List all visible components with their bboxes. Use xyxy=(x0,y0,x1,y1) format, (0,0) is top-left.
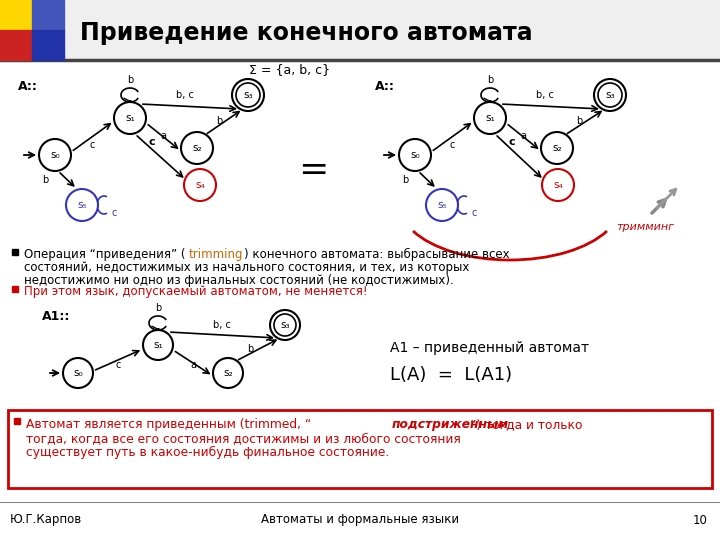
Circle shape xyxy=(66,189,98,221)
Text: s₁: s₁ xyxy=(485,113,495,123)
Circle shape xyxy=(542,169,574,201)
Text: b: b xyxy=(42,175,48,185)
Bar xyxy=(32,0,64,30)
Text: a: a xyxy=(190,360,196,370)
Text: Автомат является приведенным (trimmed, “: Автомат является приведенным (trimmed, “ xyxy=(26,418,311,431)
Text: s₃: s₃ xyxy=(606,90,615,100)
Text: тогда, когда все его состояния достижимы и из любого состояния: тогда, когда все его состояния достижимы… xyxy=(26,432,461,445)
Text: A::: A:: xyxy=(375,80,395,93)
Text: a: a xyxy=(520,131,526,141)
Bar xyxy=(32,30,64,60)
Circle shape xyxy=(541,132,573,164)
Text: s₅: s₅ xyxy=(77,200,87,210)
Text: s₃: s₃ xyxy=(280,320,290,330)
Text: s₀: s₀ xyxy=(410,150,420,160)
Text: подстриженным: подстриженным xyxy=(392,418,509,431)
Text: s₂: s₂ xyxy=(552,143,562,153)
Text: b, c: b, c xyxy=(536,90,554,100)
Text: c: c xyxy=(89,140,95,150)
Text: s₄: s₄ xyxy=(553,180,563,190)
Text: c: c xyxy=(115,360,121,370)
Text: s₀: s₀ xyxy=(73,368,83,378)
Circle shape xyxy=(39,139,71,171)
Text: b: b xyxy=(127,75,133,85)
Text: A1 – приведенный автомат: A1 – приведенный автомат xyxy=(390,341,589,355)
Text: Операция “приведения” (: Операция “приведения” ( xyxy=(24,248,186,261)
Text: ) конечного автомата: выбрасывание всех: ) конечного автомата: выбрасывание всех xyxy=(244,248,510,261)
Text: c: c xyxy=(112,208,117,218)
Circle shape xyxy=(114,102,146,134)
Circle shape xyxy=(270,310,300,340)
Bar xyxy=(0,0,32,30)
Circle shape xyxy=(232,79,264,111)
Bar xyxy=(12,286,18,292)
Circle shape xyxy=(63,358,93,388)
Text: s₁: s₁ xyxy=(125,113,135,123)
Text: c: c xyxy=(449,140,455,150)
Text: b, c: b, c xyxy=(176,90,194,100)
Circle shape xyxy=(184,169,216,201)
Text: s₄: s₄ xyxy=(195,180,205,190)
Text: тримминг: тримминг xyxy=(616,222,674,232)
Text: A1::: A1:: xyxy=(42,309,71,322)
Circle shape xyxy=(143,330,173,360)
Text: s₂: s₂ xyxy=(223,368,233,378)
Text: недостижимо ни одно из финальных состояний (не кодостижимых).: недостижимо ни одно из финальных состоян… xyxy=(24,274,454,287)
Text: =: = xyxy=(298,153,328,187)
Circle shape xyxy=(474,102,506,134)
Text: Приведение конечного автомата: Приведение конечного автомата xyxy=(80,21,533,45)
Text: b: b xyxy=(155,303,161,313)
FancyBboxPatch shape xyxy=(8,410,712,488)
Text: s₅: s₅ xyxy=(437,200,447,210)
Text: b: b xyxy=(487,75,493,85)
Circle shape xyxy=(426,189,458,221)
Text: состояний, недостижимых из начального состояния, и тех, из которых: состояний, недостижимых из начального со… xyxy=(24,261,469,274)
Text: s₃: s₃ xyxy=(243,90,253,100)
Text: b: b xyxy=(247,344,253,354)
Bar xyxy=(0,30,32,60)
Text: ”) тогда и только: ”) тогда и только xyxy=(470,418,582,431)
Text: Ю.Г.Карпов: Ю.Г.Карпов xyxy=(10,514,82,526)
Text: s₂: s₂ xyxy=(192,143,202,153)
Text: a: a xyxy=(160,131,166,141)
Circle shape xyxy=(399,139,431,171)
Bar xyxy=(14,418,20,424)
Text: 10: 10 xyxy=(693,514,708,526)
Bar xyxy=(12,249,18,255)
Circle shape xyxy=(594,79,626,111)
Bar xyxy=(64,0,720,60)
Text: A::: A:: xyxy=(18,80,38,93)
Text: c: c xyxy=(149,137,156,147)
Text: Σ = {a, b, c}: Σ = {a, b, c} xyxy=(249,63,330,76)
Text: b, c: b, c xyxy=(213,320,231,330)
Text: b: b xyxy=(576,116,582,126)
Circle shape xyxy=(181,132,213,164)
Text: s₁: s₁ xyxy=(153,340,163,350)
Text: c: c xyxy=(509,137,516,147)
Text: b: b xyxy=(402,175,408,185)
Text: При этом язык, допускаемый автоматом, не меняется!: При этом язык, допускаемый автоматом, не… xyxy=(24,285,367,298)
Text: существует путь в какое-нибудь финальное состояние.: существует путь в какое-нибудь финальное… xyxy=(26,446,390,459)
Text: s₀: s₀ xyxy=(50,150,60,160)
Text: L(A)  =  L(A1): L(A) = L(A1) xyxy=(390,366,512,384)
Text: b: b xyxy=(216,116,222,126)
Text: c: c xyxy=(472,208,477,218)
Circle shape xyxy=(213,358,243,388)
Text: trimming: trimming xyxy=(189,248,243,261)
Text: Автоматы и формальные языки: Автоматы и формальные языки xyxy=(261,514,459,526)
